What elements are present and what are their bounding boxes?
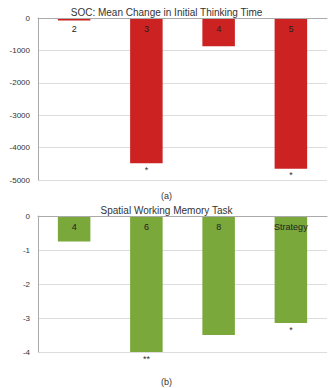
svg-text:*: * xyxy=(289,170,293,180)
svg-text:-2: -2 xyxy=(23,280,31,289)
svg-text:2: 2 xyxy=(72,24,77,34)
svg-text:-5000: -5000 xyxy=(10,176,31,185)
svg-text:6: 6 xyxy=(144,222,149,232)
svg-text:-4: -4 xyxy=(23,348,31,357)
svg-text:3: 3 xyxy=(144,24,149,34)
svg-text:4: 4 xyxy=(216,24,221,34)
svg-text:4: 4 xyxy=(72,222,77,232)
svg-text:*: * xyxy=(289,325,293,335)
svg-text:0: 0 xyxy=(26,212,31,221)
svg-text:-3: -3 xyxy=(23,314,31,323)
svg-text:Strategy: Strategy xyxy=(274,222,308,232)
svg-text:*: * xyxy=(145,165,149,175)
svg-text:Spatial Working Memory Task: Spatial Working Memory Task xyxy=(101,205,234,216)
svg-text:-3000: -3000 xyxy=(10,111,31,120)
svg-text:(a): (a) xyxy=(161,191,172,201)
svg-text:5: 5 xyxy=(288,24,293,34)
svg-text:**: ** xyxy=(143,354,151,364)
svg-text:0: 0 xyxy=(26,14,31,23)
svg-text:8: 8 xyxy=(216,222,221,232)
svg-text:-1000: -1000 xyxy=(10,46,31,55)
svg-text:-4000: -4000 xyxy=(10,143,31,152)
svg-text:-1: -1 xyxy=(23,246,31,255)
svg-text:-2000: -2000 xyxy=(10,78,31,87)
svg-text:(b): (b) xyxy=(161,377,172,387)
svg-text:SOC: Mean Change in Initial Th: SOC: Mean Change in Initial Thinking Tim… xyxy=(71,7,263,18)
